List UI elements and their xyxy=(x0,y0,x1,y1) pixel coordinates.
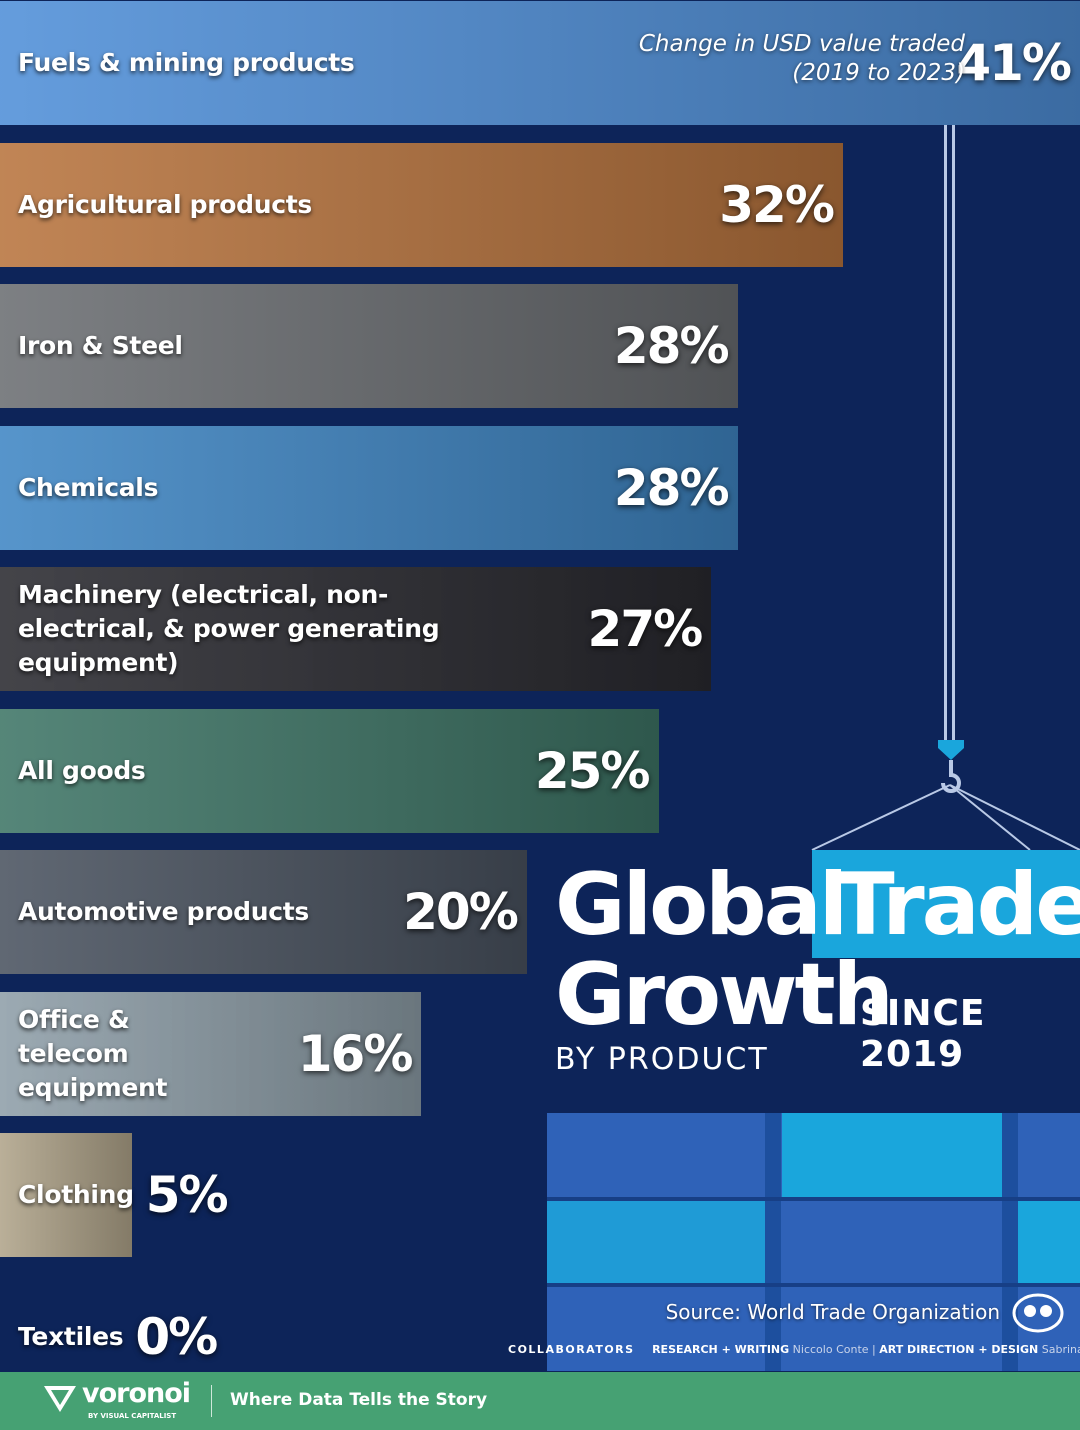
source-icon xyxy=(1012,1293,1064,1333)
tagline: Where Data Tells the Story xyxy=(230,1390,488,1410)
annotation: Change in USD value traded (2019 to 2023) xyxy=(639,30,965,88)
value-label: 0% xyxy=(135,1307,218,1366)
bar xyxy=(0,708,659,833)
value-label: 25% xyxy=(534,741,651,800)
annotation-line: Change in USD value traded xyxy=(638,31,965,57)
crane-cable xyxy=(952,125,955,745)
title-highlight xyxy=(812,850,1080,958)
category-label: Chemicals xyxy=(18,472,159,502)
value-label: 28% xyxy=(613,317,730,375)
containers xyxy=(547,1113,1080,1371)
category-label: Iron & Steel xyxy=(18,331,183,360)
title-line: Trade xyxy=(836,855,1080,955)
value-label: 28% xyxy=(613,458,730,517)
bar xyxy=(0,425,738,550)
crane-hook xyxy=(811,740,1080,851)
bar xyxy=(0,1,1080,125)
credits: COLLABORATORS RESEARCH + WRITING Niccolo… xyxy=(508,1343,1080,1356)
bar xyxy=(0,1133,132,1257)
credits-label: ART DIRECTION + DESIGN xyxy=(879,1343,1039,1356)
credits-label: COLLABORATORS xyxy=(508,1343,635,1356)
credits-name: Niccolo Conte xyxy=(792,1343,869,1356)
crane-cable xyxy=(944,125,947,745)
value-label: 41% xyxy=(956,34,1072,92)
bar xyxy=(0,284,738,408)
credits-label: RESEARCH + WRITING xyxy=(652,1343,790,1356)
annotation-line: (2019 to 2023) xyxy=(792,60,965,86)
footer: voronoi BY VISUAL CAPITALIST Where Data … xyxy=(0,1372,1080,1430)
category-label: All goods xyxy=(18,755,146,785)
category-label: Machinery (electrical, non-electrical, &… xyxy=(18,580,440,677)
bar xyxy=(0,991,422,1116)
brand-sub: BY VISUAL CAPITALIST xyxy=(88,1412,177,1420)
brand: voronoi xyxy=(82,1378,191,1409)
credits-name: Sabrina Lam xyxy=(1041,1343,1080,1356)
value-label: 27% xyxy=(587,600,704,658)
source: Source: World Trade Organization xyxy=(665,1300,1000,1324)
title-line: Global xyxy=(555,855,848,955)
subtitle: SINCE 2019 xyxy=(860,993,986,1075)
category-label: Agricultural products xyxy=(18,189,312,219)
bar xyxy=(0,850,527,974)
category-label: Textiles xyxy=(18,1321,124,1351)
category-label: Automotive products xyxy=(18,897,310,926)
category-label: Office & telecom equipment xyxy=(18,1004,168,1102)
value-label: 20% xyxy=(403,883,519,941)
value-label: 16% xyxy=(297,1024,414,1083)
subtitle: BY PRODUCT xyxy=(555,1042,769,1077)
bar xyxy=(0,567,712,691)
bar xyxy=(0,142,843,267)
brand-logo xyxy=(44,1386,76,1412)
category-label: Clothing xyxy=(18,1180,134,1209)
value-label: 5% xyxy=(145,1166,229,1224)
title-line: Growth xyxy=(555,945,894,1045)
divider xyxy=(211,1385,212,1417)
value-label: 32% xyxy=(719,175,835,234)
category-label: Fuels & mining products xyxy=(18,48,355,77)
